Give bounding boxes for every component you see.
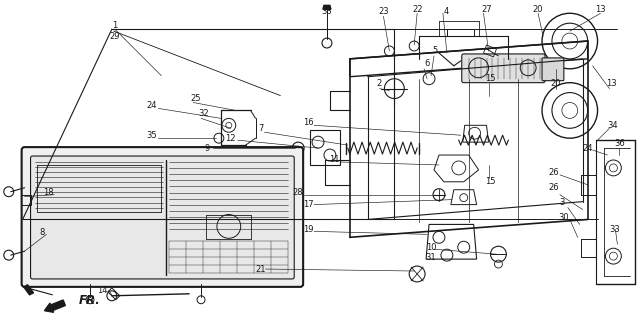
Text: 8: 8 xyxy=(40,228,45,237)
Text: 30: 30 xyxy=(559,213,569,222)
Polygon shape xyxy=(323,5,331,9)
Text: FR.: FR. xyxy=(79,294,101,307)
Text: 10: 10 xyxy=(426,243,436,252)
Text: 9: 9 xyxy=(204,144,210,153)
FancyArrow shape xyxy=(44,300,65,312)
Text: 23: 23 xyxy=(378,7,388,16)
Text: 14: 14 xyxy=(97,286,107,295)
Text: 24: 24 xyxy=(582,144,593,153)
Text: 18: 18 xyxy=(43,188,54,197)
Text: 16: 16 xyxy=(303,118,314,127)
Text: 11: 11 xyxy=(328,156,339,164)
Text: 28: 28 xyxy=(293,188,303,197)
FancyBboxPatch shape xyxy=(542,58,564,81)
Text: 32: 32 xyxy=(198,109,209,118)
Text: 13: 13 xyxy=(595,5,606,14)
FancyBboxPatch shape xyxy=(22,147,303,287)
Text: 21: 21 xyxy=(255,265,266,273)
Text: 19: 19 xyxy=(303,225,314,234)
Polygon shape xyxy=(24,285,33,295)
Text: 12: 12 xyxy=(225,134,236,143)
Text: 34: 34 xyxy=(607,121,618,130)
Text: 31: 31 xyxy=(426,252,436,262)
Text: 3: 3 xyxy=(559,198,564,207)
Text: 17: 17 xyxy=(303,200,314,209)
Text: 15: 15 xyxy=(485,177,496,186)
Text: 4: 4 xyxy=(444,7,449,16)
Text: 1: 1 xyxy=(112,21,117,30)
Text: 26: 26 xyxy=(548,183,559,192)
Text: 7: 7 xyxy=(258,124,263,133)
Text: 2: 2 xyxy=(377,79,382,88)
Text: 27: 27 xyxy=(481,5,492,14)
Text: 20: 20 xyxy=(550,79,561,88)
Text: 13: 13 xyxy=(606,79,617,88)
Text: 25: 25 xyxy=(191,94,202,103)
Text: 5: 5 xyxy=(433,46,438,55)
Text: 22: 22 xyxy=(412,5,422,14)
Text: 24: 24 xyxy=(146,101,157,110)
Text: 6: 6 xyxy=(424,59,429,68)
Text: 20: 20 xyxy=(533,5,543,14)
FancyBboxPatch shape xyxy=(31,156,294,279)
Text: 33: 33 xyxy=(321,7,332,16)
Text: 15: 15 xyxy=(485,74,496,83)
Text: 29: 29 xyxy=(109,31,120,41)
Text: 26: 26 xyxy=(548,168,559,177)
FancyBboxPatch shape xyxy=(461,54,545,83)
Text: 36: 36 xyxy=(614,139,625,148)
Text: 33: 33 xyxy=(609,225,620,234)
Text: 35: 35 xyxy=(146,131,157,140)
